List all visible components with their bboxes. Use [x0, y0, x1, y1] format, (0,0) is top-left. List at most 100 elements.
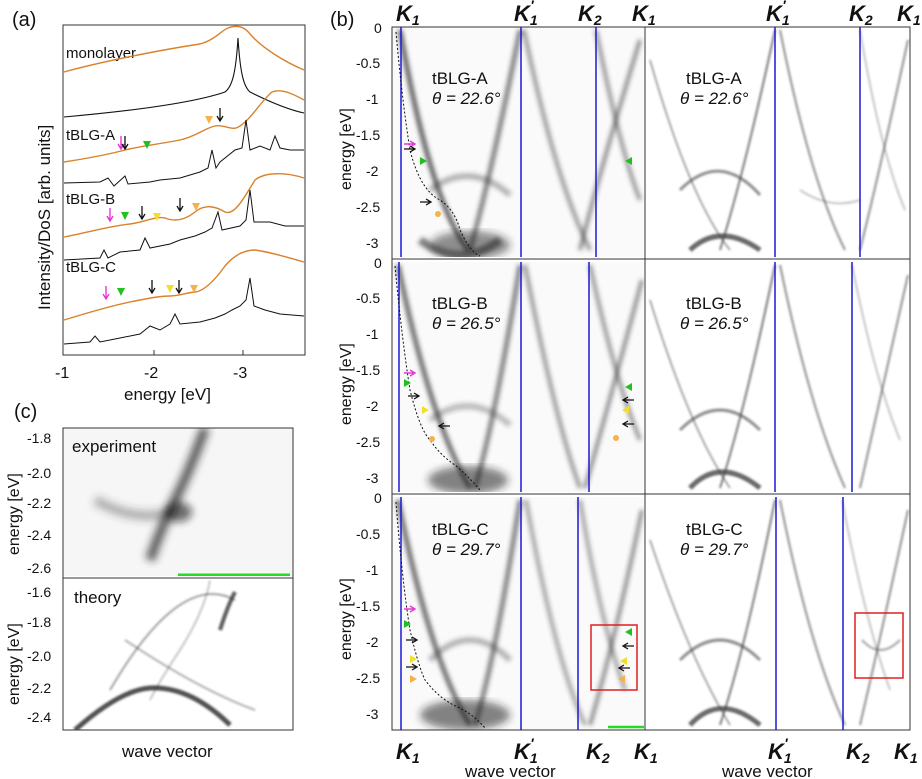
heatmap-b-exp [392, 262, 644, 492]
svg-text:-0.5: -0.5 [356, 526, 380, 542]
k-top-3: K [578, 1, 596, 26]
row-c-exp-theta: θ = 29.7° [432, 540, 501, 559]
svg-text:-3: -3 [366, 706, 379, 722]
curve-tblg-b-dos [63, 189, 304, 261]
heatmap-a-exp [392, 27, 644, 257]
k-top-6: K [849, 1, 867, 26]
svg-text:-1.8: -1.8 [27, 430, 51, 446]
svg-text:K2: K2 [846, 739, 870, 766]
heatmap-c-theory-zoom [63, 580, 293, 730]
svg-text:K1: K1 [768, 739, 792, 766]
svg-text:-1.6: -1.6 [27, 584, 51, 600]
row-b-yticks: 0 -0.5 -1 -1.5 -2 -2.5 -3 [356, 255, 382, 486]
heatmap-b-theory [646, 262, 910, 492]
svg-text:-2.6: -2.6 [27, 560, 51, 576]
panel-c-frame [62, 427, 294, 731]
svg-text:K1: K1 [634, 739, 658, 766]
panel-c-label: (c) [14, 401, 37, 423]
svg-text:K1: K1 [396, 739, 420, 766]
svg-text:K1: K1 [632, 1, 656, 28]
panel-c-exp-ylabel: energy [eV] [6, 473, 23, 555]
svg-text:0: 0 [374, 255, 382, 271]
top-k-labels: K1 K1 ′ K2 K1 K1 ′ K2 K1 [396, 0, 921, 28]
svg-text:-1.5: -1.5 [356, 127, 380, 143]
row-c-ylabel: energy [eV] [338, 578, 355, 660]
series-label-tblg-c: tBLG-C [66, 259, 116, 276]
svg-text:-2: -2 [366, 634, 379, 650]
svg-text:-1: -1 [366, 562, 379, 578]
heatmap-a-theory [646, 27, 910, 257]
panel-c-theory-title: theory [74, 588, 122, 607]
svg-text:0: 0 [374, 20, 382, 36]
k-top-7: K [897, 1, 915, 26]
panel-a-frame [62, 24, 306, 356]
svg-text:′: ′ [783, 0, 787, 13]
svg-text:-3: -3 [366, 470, 379, 486]
svg-text:K1: K1 [897, 1, 921, 28]
svg-text:-1: -1 [366, 91, 379, 107]
row-b-th-name: tBLG-B [686, 294, 742, 313]
series-label-monolayer: monolayer [66, 45, 136, 62]
panel-a-markers [102, 108, 224, 301]
panel-a-xtick-0: -1 [55, 365, 69, 382]
panel-a-xtick-2: -3 [233, 365, 247, 382]
svg-text:K1: K1 [514, 1, 538, 28]
panel-c-exp-yticks: -1.8 -2.0 -2.2 -2.4 -2.6 [27, 430, 51, 576]
svg-text:-2.5: -2.5 [356, 199, 380, 215]
svg-text:-2: -2 [366, 398, 379, 414]
series-label-tblg-b: tBLG-B [66, 191, 115, 208]
svg-text:′: ′ [531, 735, 535, 751]
panel-b-xlabel-theory: wave vector [721, 762, 813, 779]
svg-text:-2.4: -2.4 [27, 527, 51, 543]
row-b-exp-name: tBLG-B [432, 294, 488, 313]
panel-c-theory-yticks: -1.6 -1.8 -2.0 -2.2 -2.4 [27, 584, 51, 725]
row-c-yticks: 0 -1 -1.5 -2 -2.5 -3 -0.5 [356, 490, 382, 722]
panel-b-xlabel-exp: wave vector [464, 762, 556, 779]
svg-text:-3: -3 [366, 235, 379, 251]
curve-tblg-c-exp [63, 249, 305, 321]
row-a-ylabel: energy [eV] [338, 108, 355, 190]
k-top-5: K [766, 1, 784, 26]
svg-text:-2.5: -2.5 [356, 434, 380, 450]
svg-text:-2.4: -2.4 [27, 709, 51, 725]
svg-text:K1: K1 [396, 1, 420, 28]
svg-text:K2: K2 [849, 1, 873, 28]
row-a-yticks: 0 -0.5 -1 -1.5 -2 -2.5 -3 [356, 20, 382, 251]
row-a-exp-name: tBLG-A [432, 69, 488, 88]
svg-text:′: ′ [531, 0, 535, 13]
svg-text:-2.2: -2.2 [27, 495, 51, 511]
svg-text:K2: K2 [586, 739, 610, 766]
row-b-exp-theta: θ = 26.5° [432, 314, 501, 333]
svg-text:K2: K2 [578, 1, 602, 28]
panel-a-xticks [62, 350, 244, 355]
panel-a-xtick-1: -2 [144, 365, 158, 382]
k-top-1: K [396, 1, 414, 26]
curve-tblg-c-dos [63, 277, 305, 345]
row-a-th-name: tBLG-A [686, 69, 742, 88]
k-top-2: K [514, 1, 532, 26]
series-label-tblg-a: tBLG-A [66, 127, 115, 144]
svg-text:0: 0 [374, 490, 382, 506]
svg-text:K1: K1 [766, 1, 790, 28]
svg-text:-2.5: -2.5 [356, 670, 380, 686]
panel-c-exp-title: experiment [72, 437, 156, 456]
row-b-th-theta: θ = 26.5° [680, 314, 749, 333]
svg-text:-2.2: -2.2 [27, 680, 51, 696]
panel-c-xlabel: wave vector [121, 742, 213, 761]
row-c-th-name: tBLG-C [686, 520, 743, 539]
svg-text:K1: K1 [514, 739, 538, 766]
curve-monolayer-exp [63, 25, 305, 73]
panel-a-label: (a) [12, 9, 36, 31]
row-c-th-theta: θ = 29.7° [680, 540, 749, 559]
svg-text:-1.5: -1.5 [356, 362, 380, 378]
panel-a-ylabel: Intensity/DoS [arb. units] [35, 125, 54, 310]
row-c-exp-name: tBLG-C [432, 520, 489, 539]
svg-text:-2.0: -2.0 [27, 648, 51, 664]
panel-b-label: (b) [330, 9, 354, 31]
svg-text:-0.5: -0.5 [356, 55, 380, 71]
svg-text:-1.8: -1.8 [27, 614, 51, 630]
svg-text:-0.5: -0.5 [356, 290, 380, 306]
panel-a-xlabel: energy [eV] [124, 385, 211, 404]
svg-text:-2: -2 [366, 163, 379, 179]
panel-b-markers [404, 140, 634, 683]
